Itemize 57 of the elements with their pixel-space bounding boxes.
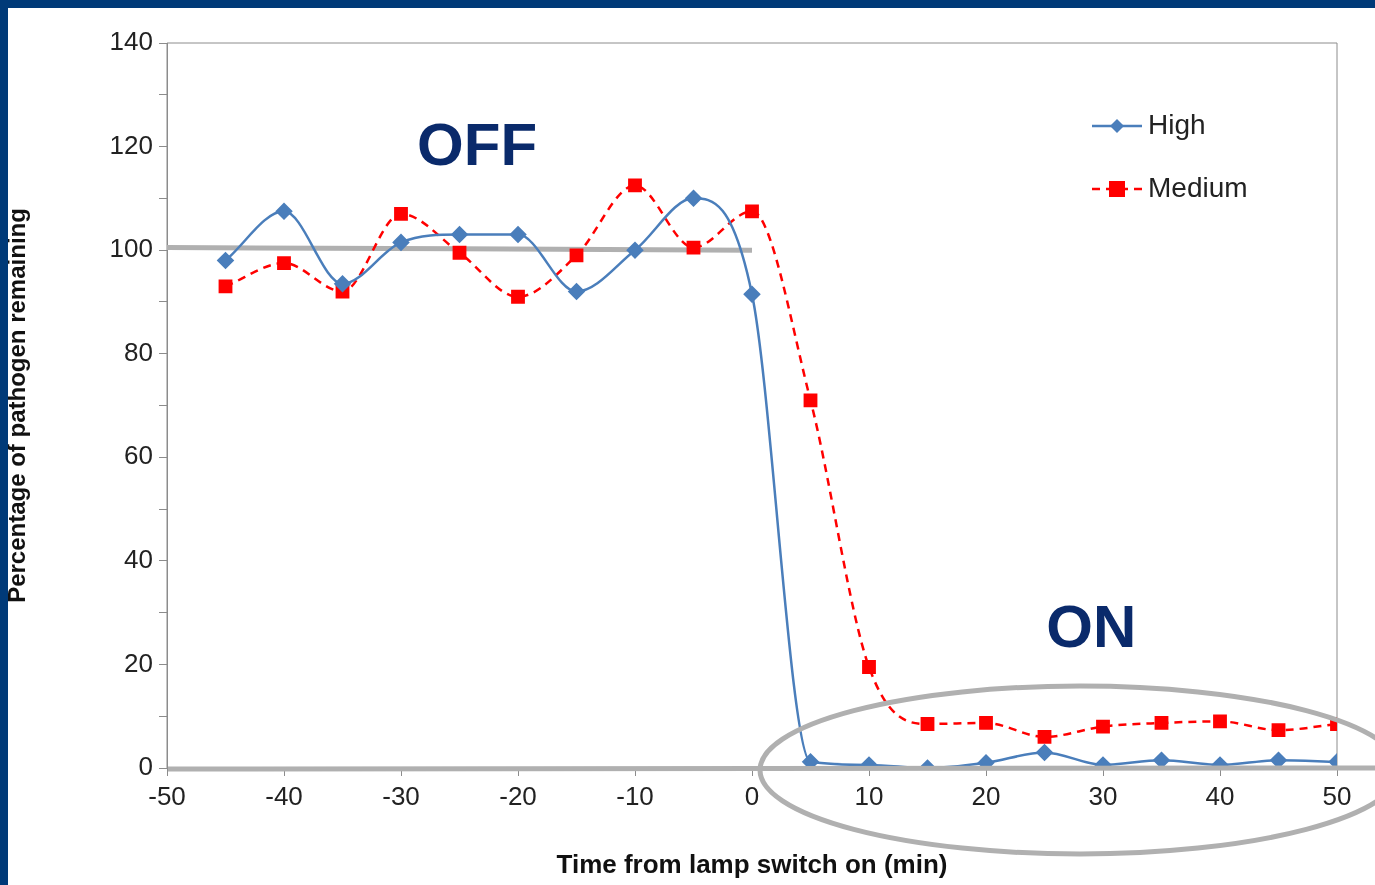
point: [511, 289, 525, 304]
point: [1096, 719, 1110, 734]
y-tick-label: 20: [124, 647, 153, 678]
point: [1037, 730, 1052, 744]
point: [1271, 723, 1286, 738]
point: [1153, 751, 1170, 768]
point: [862, 660, 876, 674]
y-tick-label: 100: [109, 233, 153, 264]
annotation: ON: [1046, 592, 1137, 660]
x-tick-label: 40: [1205, 780, 1235, 811]
x-tick-label: -20: [499, 780, 537, 811]
point: [686, 240, 701, 255]
y-tick-label: 140: [109, 26, 153, 57]
x-tick-label: -50: [148, 780, 186, 811]
point: [626, 241, 644, 259]
point: [743, 285, 761, 303]
point: [568, 283, 585, 300]
x-tick-label: -30: [382, 780, 420, 811]
point: [275, 203, 293, 220]
x-tick-label: 20: [971, 780, 1001, 811]
point: [1036, 744, 1053, 761]
x-tick-label: 30: [1088, 780, 1118, 811]
y-tick-label: 40: [124, 544, 153, 575]
x-tick-label: 10: [854, 780, 884, 811]
point: [569, 248, 584, 263]
y-tick-label: 0: [138, 751, 153, 782]
point: [685, 190, 702, 207]
y-tick-label: 120: [109, 129, 153, 160]
x-axis-title: Time from lamp switch on (min): [556, 848, 948, 879]
legend-label: Medium: [1148, 171, 1248, 203]
x-tick-label: -40: [265, 780, 303, 811]
point: [745, 204, 759, 219]
point: [277, 256, 291, 270]
annotation: OFF: [417, 110, 538, 178]
point: [803, 393, 818, 408]
x-tick-label: -10: [616, 780, 654, 811]
point: [394, 206, 408, 221]
point: [802, 753, 819, 768]
point: [509, 226, 527, 243]
point: [218, 279, 233, 294]
point: [628, 178, 642, 193]
x-tick-label: 0: [744, 780, 760, 811]
point: [451, 226, 468, 243]
y-tick-label: 80: [124, 336, 153, 367]
y-tick-label: 60: [124, 440, 153, 471]
point: [979, 716, 993, 730]
y-axis-title: Percentage of pathogen remaining: [3, 208, 31, 603]
point: [1213, 714, 1227, 729]
point: [1270, 751, 1287, 768]
point: [217, 252, 234, 269]
point: [1154, 716, 1169, 730]
point: [334, 275, 351, 293]
x-tick-label: 50: [1322, 780, 1352, 811]
point: [920, 717, 935, 731]
legend-label: High: [1148, 108, 1206, 140]
point: [452, 245, 467, 260]
point: [392, 234, 410, 251]
